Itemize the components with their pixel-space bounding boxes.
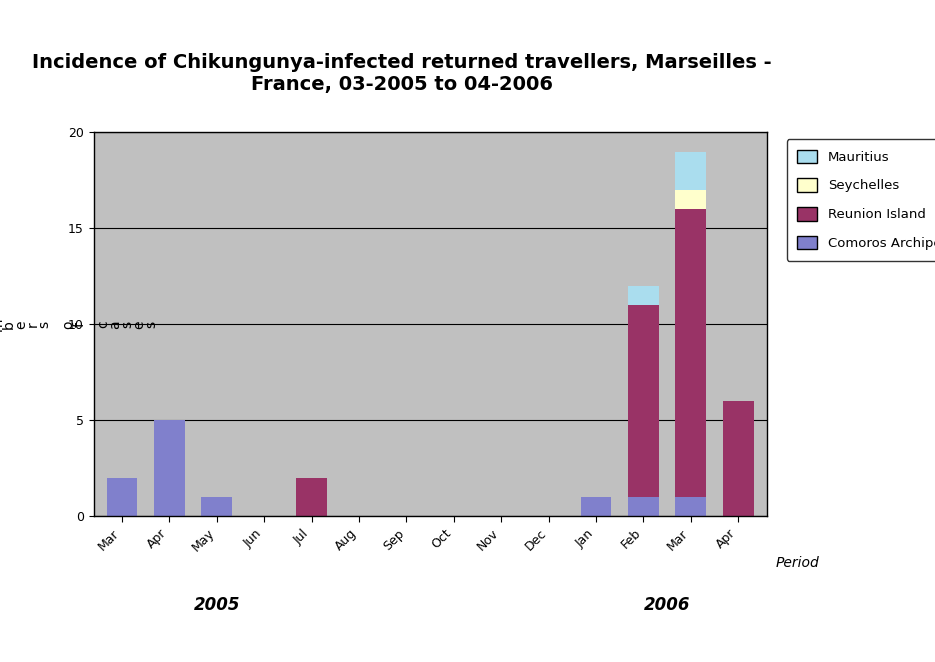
Text: 2006: 2006 (644, 596, 690, 614)
Legend: Mauritius, Seychelles, Reunion Island, Comoros Archipelago: Mauritius, Seychelles, Reunion Island, C… (786, 139, 935, 261)
Y-axis label: N
u
m
b
e
r
s
 
o
f
 
c
a
s
e
s: N u m b e r s o f c a s e s (0, 318, 158, 331)
Bar (628, 305, 659, 497)
Bar (154, 420, 185, 516)
Bar (675, 152, 706, 190)
Text: Period: Period (776, 556, 820, 570)
Text: Incidence of Chikungunya-infected returned travellers, Marseilles -
France, 03-2: Incidence of Chikungunya-infected return… (32, 53, 772, 94)
Bar (675, 190, 706, 209)
Bar (628, 286, 659, 305)
Bar (581, 497, 611, 516)
Bar (107, 478, 137, 516)
Bar (675, 497, 706, 516)
Bar (675, 209, 706, 497)
Bar (723, 401, 754, 516)
Bar (201, 497, 232, 516)
Text: 2005: 2005 (194, 596, 240, 614)
Bar (296, 478, 327, 516)
Bar (628, 497, 659, 516)
